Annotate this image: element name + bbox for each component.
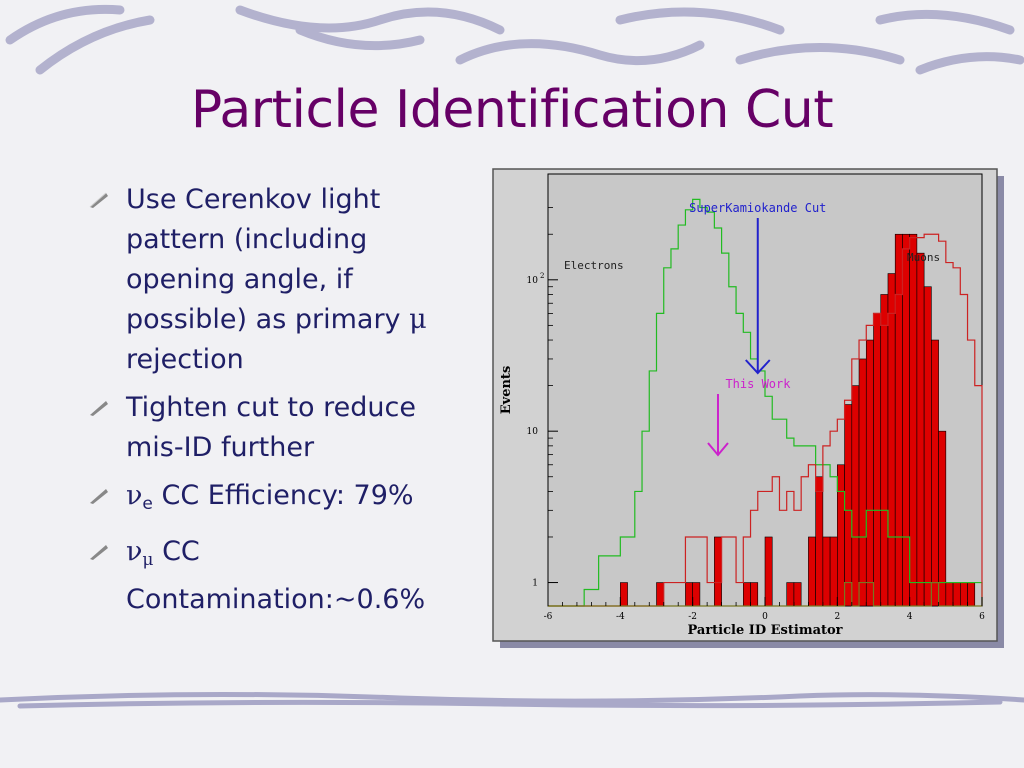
filled-histogram-bin xyxy=(967,582,976,607)
bottom-swirl-decoration xyxy=(0,691,1024,709)
bullet-icon xyxy=(90,489,108,504)
filled-histogram-bin xyxy=(865,339,874,607)
filled-histogram-bin xyxy=(656,582,665,607)
x-axis-label: Particle ID Estimator xyxy=(687,623,842,638)
x-tick-label: 4 xyxy=(907,612,913,622)
slide-title: Particle Identification Cut xyxy=(190,80,834,140)
this-work-label: This Work xyxy=(725,377,791,391)
electrons-histogram-line xyxy=(548,198,983,607)
filled-histogram-bin xyxy=(902,233,910,607)
filled-histogram-bin xyxy=(916,252,925,607)
y-tick-label: 1 xyxy=(532,579,538,589)
filled-histogram-bin xyxy=(750,582,759,607)
filled-histogram-bin xyxy=(938,430,947,607)
x-tick-label: 6 xyxy=(979,612,985,622)
top-swirl-decoration xyxy=(5,4,1024,75)
filled-histogram-bin xyxy=(959,582,968,607)
this-work-arrow-head xyxy=(707,442,729,457)
filled-histogram-bin xyxy=(620,582,628,607)
filled-histogram-bin xyxy=(873,313,882,607)
bullet-list: Use Cerenkov light pattern (including op… xyxy=(88,180,473,628)
bullet-text-line: mis-ID further xyxy=(126,432,315,463)
bullet-item-numu-contamination: νμ CC Contamination:~0.6% xyxy=(88,532,473,620)
filled-histogram-bin xyxy=(808,536,816,607)
y-tick-label: 10 xyxy=(527,276,539,286)
x-tick-label: 2 xyxy=(834,612,840,622)
y-tick-exponent: 2 xyxy=(540,272,544,280)
bullet-text-line: opening angle, if xyxy=(126,264,353,295)
bullet-icon xyxy=(90,545,108,560)
bullet-text: CC xyxy=(153,536,200,567)
bullet-text-line: Tighten cut to reduce xyxy=(126,392,416,423)
filled-histogram-bin xyxy=(743,582,751,607)
y-axis-label: Events xyxy=(499,366,514,415)
superkamiokande-cut-arrow-head xyxy=(745,359,771,375)
nu-subscript: e xyxy=(142,494,153,514)
bullet-text: CC Efficiency: 79% xyxy=(152,480,414,511)
mu-symbol: μ xyxy=(409,304,427,335)
series-layer xyxy=(548,198,983,607)
bullet-text-line: Contamination:~0.6% xyxy=(126,584,426,615)
bullet-text-line: pattern (including xyxy=(126,224,368,255)
bullet-icon xyxy=(90,401,108,416)
annotation-layer: Electrons Muons SuperKamiokande Cut This Wo… xyxy=(564,201,940,457)
filled-histogram-bin xyxy=(894,233,903,607)
bullet-item-nue-efficiency: νe CC Efficiency: 79% xyxy=(88,476,473,524)
filled-histogram-bin xyxy=(858,358,867,607)
nu-symbol: ν xyxy=(126,536,143,567)
filled-histogram-bin xyxy=(815,476,824,607)
filled-histogram-bin xyxy=(786,582,795,607)
filled-histogram-bin xyxy=(844,404,853,607)
bullet-text-line: rejection xyxy=(126,344,244,375)
nu-subscript: μ xyxy=(142,550,154,570)
muons-label: Muons xyxy=(907,251,940,264)
filled-histogram-bin xyxy=(692,582,701,607)
x-tick-label: -4 xyxy=(616,612,625,622)
filled-histogram-bin xyxy=(851,385,860,607)
filled-histogram-bin xyxy=(909,233,918,607)
bullet-icon xyxy=(89,192,108,208)
filled-histogram-bin xyxy=(793,582,802,607)
filled-histogram-bin xyxy=(837,464,845,607)
superkamiokande-cut-label: SuperKamiokande Cut xyxy=(689,201,826,215)
x-tick-label: 0 xyxy=(762,612,768,622)
bullet-text-line: Use Cerenkov light xyxy=(126,184,381,215)
filled-histogram-bin xyxy=(952,582,961,607)
nu-symbol: ν xyxy=(126,480,143,511)
filled-histogram-bin xyxy=(685,582,693,607)
x-tick-label: -2 xyxy=(688,612,697,622)
filled-histogram-bin xyxy=(931,339,939,607)
filled-histogram-bin xyxy=(829,536,838,607)
bullet-item-tighten-cut: Tighten cut to reduce mis-ID further xyxy=(88,388,473,468)
y-tick-label: 10 xyxy=(527,427,539,437)
filled-histogram-bin xyxy=(714,536,722,607)
filled-histogram-bin xyxy=(887,273,896,607)
bullet-item-primary-rejection: Use Cerenkov light pattern (including op… xyxy=(88,180,473,380)
bullet-text-line: possible) as primary xyxy=(126,304,410,335)
filled-histogram-bin xyxy=(880,294,889,607)
filled-histogram-bin xyxy=(945,582,954,607)
filled-histogram-bin xyxy=(764,536,773,607)
electrons-label: Electrons xyxy=(564,259,624,272)
series-3-histogram-line xyxy=(548,581,982,607)
filled-histogram-bin xyxy=(923,286,932,607)
filled-histogram-bin xyxy=(822,536,831,607)
x-tick-label: -6 xyxy=(544,612,553,622)
